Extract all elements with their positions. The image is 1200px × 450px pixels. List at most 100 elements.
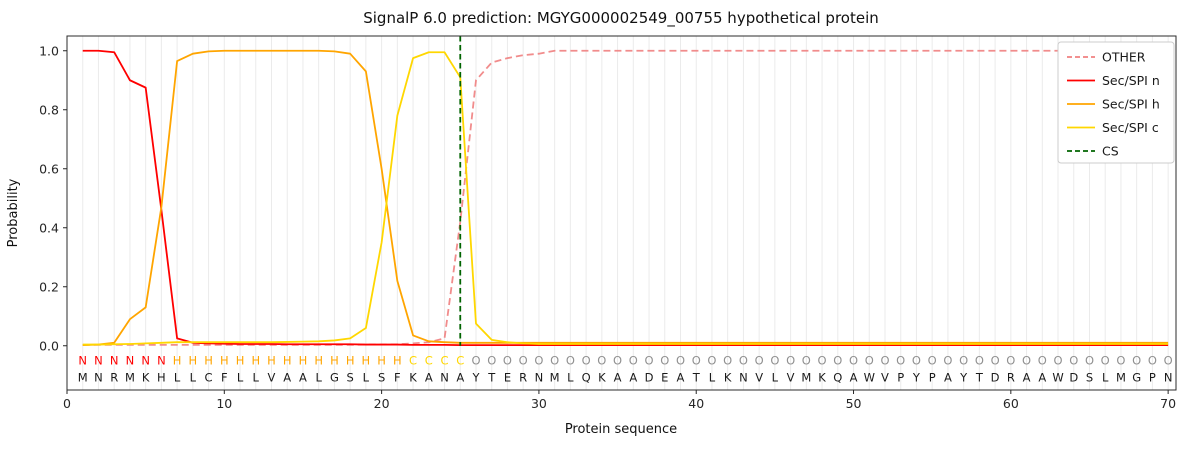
- region-letter: O: [660, 354, 669, 368]
- region-letter: O: [818, 354, 827, 368]
- region-letter: O: [739, 354, 748, 368]
- region-letter: O: [692, 354, 701, 368]
- region-letter: O: [1101, 354, 1110, 368]
- region-letter: H: [346, 354, 355, 368]
- sequence-letter: K: [818, 371, 826, 385]
- sequence-letter: N: [440, 371, 449, 385]
- region-letter: O: [723, 354, 732, 368]
- x-tick-label: 0: [63, 396, 71, 411]
- legend-label-sec-spi-n: Sec/SPI n: [1102, 73, 1160, 88]
- region-letter: O: [833, 354, 842, 368]
- sequence-letter: K: [598, 371, 606, 385]
- series-line-other: [82, 49, 1169, 346]
- region-letter: O: [707, 354, 716, 368]
- region-letter: H: [251, 354, 260, 368]
- sequence-letter: M: [801, 371, 811, 385]
- sequence-letter: A: [456, 371, 464, 385]
- region-letter: H: [314, 354, 323, 368]
- sequence-letter: M: [125, 371, 135, 385]
- x-axis-label: Protein sequence: [565, 422, 677, 437]
- region-letter: H: [377, 354, 386, 368]
- legend-label-cs: CS: [1102, 144, 1119, 159]
- sequence-letter: W: [864, 371, 875, 385]
- sequence-letter: S: [378, 371, 385, 385]
- sequence-letter: V: [787, 371, 795, 385]
- region-letter: O: [519, 354, 528, 368]
- sequence-letter: A: [299, 371, 307, 385]
- sequence-letter: T: [692, 371, 701, 385]
- sequence-letter: G: [1132, 371, 1141, 385]
- region-letter: O: [770, 354, 779, 368]
- sequence-letter: P: [929, 371, 936, 385]
- sequence-letter: S: [1086, 371, 1093, 385]
- sequence-letter: Y: [959, 371, 968, 385]
- region-letter: O: [1038, 354, 1047, 368]
- sequence-letter: Q: [582, 371, 591, 385]
- x-tick-label: 70: [1160, 396, 1176, 411]
- sequence-letter: A: [850, 371, 858, 385]
- region-letter: O: [644, 354, 653, 368]
- sequence-letter: K: [409, 371, 417, 385]
- region-letter: O: [896, 354, 905, 368]
- legend-label-sec-spi-h: Sec/SPI h: [1102, 97, 1160, 112]
- region-letter: O: [755, 354, 764, 368]
- region-letter: N: [94, 354, 103, 368]
- sequence-letter: A: [677, 371, 685, 385]
- sequence-letter: L: [709, 371, 716, 385]
- region-letter: O: [991, 354, 1000, 368]
- region-letter: H: [204, 354, 213, 368]
- sequence-letter: L: [190, 371, 197, 385]
- sequence-letter: F: [394, 371, 401, 385]
- region-letter: O: [786, 354, 795, 368]
- sequence-letter: L: [1102, 371, 1109, 385]
- region-letter: N: [141, 354, 150, 368]
- region-letter: O: [1132, 354, 1141, 368]
- x-tick-label: 40: [688, 396, 704, 411]
- sequence-letter: L: [174, 371, 181, 385]
- sequence-letter: R: [110, 371, 118, 385]
- sequence-letter: M: [78, 371, 88, 385]
- sequence-letter: A: [629, 371, 637, 385]
- region-letter: O: [676, 354, 685, 368]
- region-letter: O: [928, 354, 937, 368]
- region-letter: H: [220, 354, 229, 368]
- x-tick-label: 50: [846, 396, 862, 411]
- chart-title: SignalP 6.0 prediction: MGYG000002549_00…: [363, 9, 879, 28]
- series-line-sec-spi-n: [82, 49, 1169, 347]
- series-line-sec-spi-c: [82, 51, 1169, 346]
- gridlines: [82, 36, 1169, 390]
- y-tick-label: 0.2: [39, 279, 59, 294]
- sequence-letter: V: [268, 371, 276, 385]
- legend-label-other: OTHER: [1102, 50, 1146, 65]
- plot-frame: [66, 35, 1177, 391]
- sequence-letter: K: [724, 371, 732, 385]
- sequence-letter: N: [739, 371, 748, 385]
- sequence-letter: Y: [471, 371, 480, 385]
- sequence-letter: D: [1069, 371, 1078, 385]
- region-letter: O: [1148, 354, 1157, 368]
- y-tick-label: 0.8: [39, 102, 59, 117]
- sequence-letter: A: [1038, 371, 1046, 385]
- sequence-letter: T: [487, 371, 496, 385]
- sequence-letter: L: [253, 371, 260, 385]
- sequence-letter: E: [504, 371, 511, 385]
- region-letter: O: [1085, 354, 1094, 368]
- region-letter: O: [943, 354, 952, 368]
- sequence-letter: G: [330, 371, 339, 385]
- region-letter: H: [267, 354, 276, 368]
- region-letter: H: [189, 354, 198, 368]
- region-letter: N: [110, 354, 119, 368]
- region-letter: O: [566, 354, 575, 368]
- probability-curves: [82, 49, 1169, 347]
- legend: OTHER Sec/SPI n Sec/SPI h Sec/SPI c CS: [1057, 41, 1175, 164]
- x-tick-label: 60: [1003, 396, 1019, 411]
- region-letter: O: [802, 354, 811, 368]
- y-axis-label: Probability: [6, 178, 21, 247]
- sequence-letter: M: [550, 371, 560, 385]
- y-tick-label: 0.0: [39, 338, 59, 353]
- region-letter: H: [299, 354, 308, 368]
- region-letter: O: [912, 354, 921, 368]
- axes-ticks: 0 10 20 30 40 50 60 70 0.0 0.2 0.4 0.6 0.8 1.0: [39, 43, 1176, 411]
